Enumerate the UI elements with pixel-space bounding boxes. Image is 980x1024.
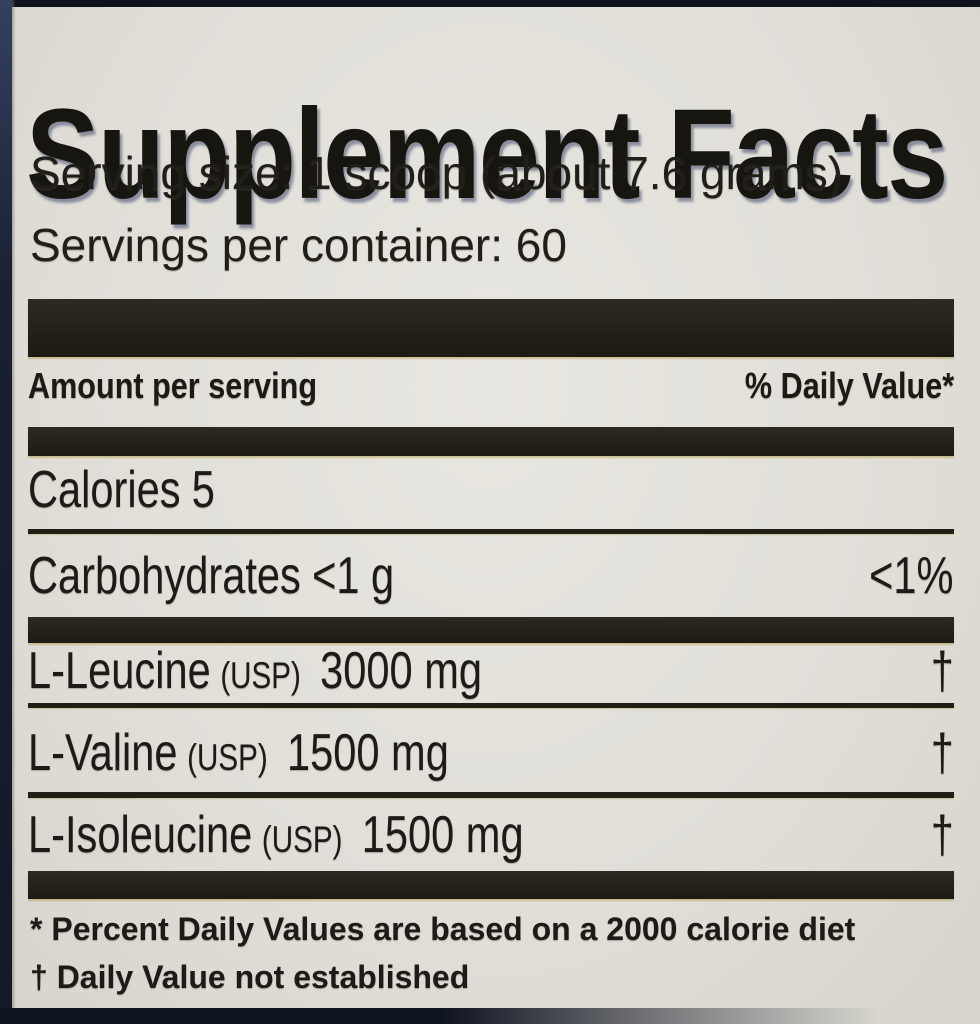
row-carbohydrates: Carbohydrates <1 g <1% xyxy=(28,546,954,606)
nutrient-standard: (USP) xyxy=(261,819,343,860)
separator-bar-thick xyxy=(28,299,954,357)
row-l-isoleucine: L-Isoleucine (USP) 1500 mg † xyxy=(28,805,954,865)
row-divider xyxy=(28,529,954,534)
page-title: Supplement Facts xyxy=(26,82,948,226)
amount-per-serving-header: Amount per serving xyxy=(28,365,318,406)
row-l-valine: L-Valine (USP) 1500 mg † xyxy=(28,723,954,783)
nutrient-name: L-Leucine xyxy=(28,642,211,700)
separator-bar-medium xyxy=(28,617,954,643)
nutrient-standard: (USP) xyxy=(187,737,268,778)
nutrient-daily-value: <1% xyxy=(869,547,954,605)
separator-bar-medium xyxy=(28,871,954,899)
nutrient-amount: 3000 mg xyxy=(320,642,482,700)
nutrient-standard: (USP) xyxy=(220,655,301,696)
separator-bar-medium xyxy=(28,427,954,456)
row-calories: Calories 5 xyxy=(28,460,954,520)
daily-value-not-established-dagger: † xyxy=(930,724,954,782)
row-divider xyxy=(28,792,954,798)
photo-edge-bottom xyxy=(0,1008,980,1024)
servings-per-container-text: Servings per container: 60 xyxy=(30,219,567,271)
nutrient-amount: 1500 mg xyxy=(286,724,449,782)
daily-value-header: % Daily Value* xyxy=(744,365,954,406)
nutrient-name: Calories xyxy=(28,461,181,519)
footnote-dagger: † Daily Value not established xyxy=(30,959,470,995)
nutrient-amount: 5 xyxy=(191,461,215,519)
nutrient-name: L-Valine xyxy=(28,724,178,782)
nutrient-name: Carbohydrates xyxy=(28,547,301,605)
photo-edge-left xyxy=(0,0,12,1024)
nutrient-name: L-Isoleucine xyxy=(28,806,253,864)
daily-value-not-established-dagger: † xyxy=(930,806,954,864)
column-header-row: Amount per serving % Daily Value* xyxy=(28,365,954,407)
row-divider xyxy=(28,703,954,708)
photo-edge-top xyxy=(0,0,980,7)
footnote-daily-values: * Percent Daily Values are based on a 20… xyxy=(30,911,856,947)
row-l-leucine: L-Leucine (USP) 3000 mg † xyxy=(28,641,954,701)
serving-size-text: Serving size: 1 scoop (about 7.6 grams) xyxy=(30,147,844,199)
nutrient-amount: 1500 mg xyxy=(361,806,524,864)
daily-value-not-established-dagger: † xyxy=(930,642,954,700)
nutrient-amount: <1 g xyxy=(312,547,395,605)
